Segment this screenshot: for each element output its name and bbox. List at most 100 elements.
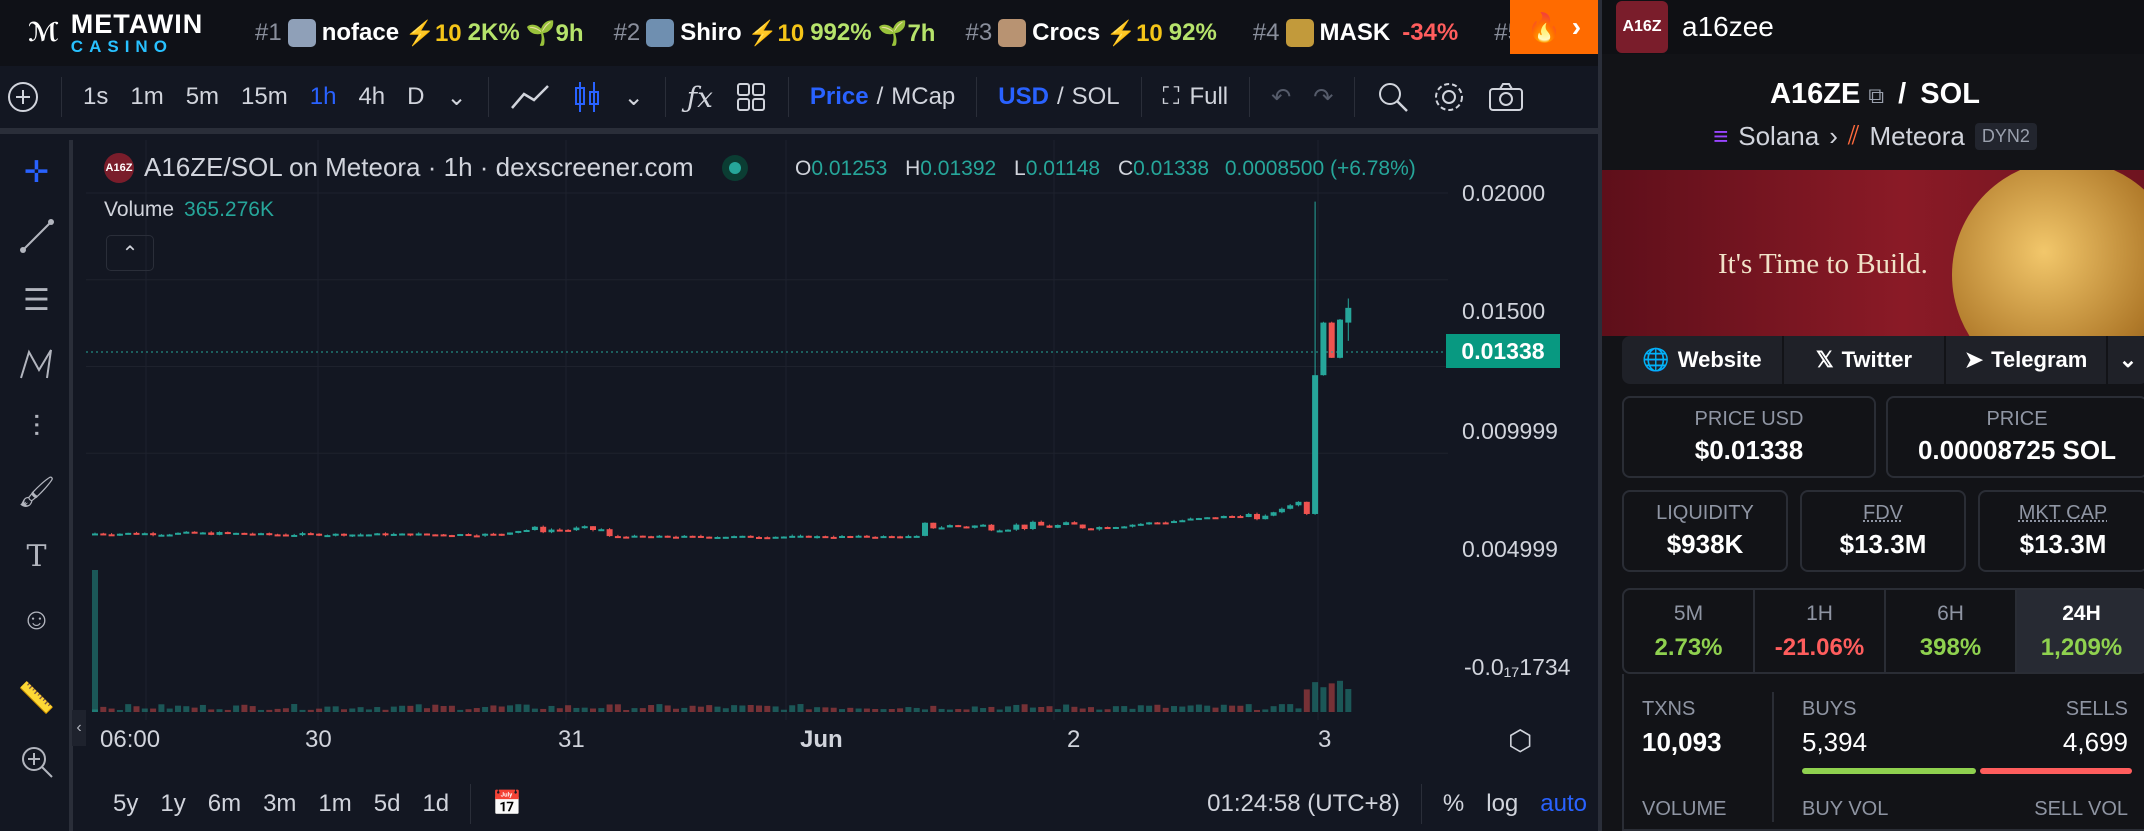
settings-button[interactable] bbox=[1421, 80, 1477, 114]
solana-icon: ≡ bbox=[1713, 120, 1729, 151]
copy-icon[interactable]: ⧉ bbox=[1868, 83, 1885, 108]
candle-body bbox=[656, 535, 663, 538]
chevron-down-icon: ⌄ bbox=[2118, 347, 2138, 372]
interval-15m[interactable]: 15m bbox=[241, 83, 288, 110]
candle-body bbox=[332, 533, 339, 536]
candle-body bbox=[316, 533, 323, 536]
collapse-toolbar-handle[interactable]: ‹ bbox=[72, 710, 86, 746]
volume-bar bbox=[656, 704, 663, 712]
mcap-toggle-label[interactable]: MCap bbox=[891, 83, 956, 110]
interval-1s[interactable]: 1s bbox=[83, 83, 109, 110]
interval-1h[interactable]: 1h bbox=[309, 83, 337, 110]
calendar-arrow-icon: 📅 bbox=[492, 790, 523, 817]
price-mcap-toggle[interactable]: Price / MCap bbox=[799, 83, 966, 111]
text-tool[interactable]: T bbox=[0, 524, 73, 588]
x-axis-label: Jun bbox=[800, 726, 843, 753]
range-1m[interactable]: 1m bbox=[318, 789, 352, 817]
sol-toggle-label[interactable]: SOL bbox=[1071, 83, 1120, 110]
trend-line-tool[interactable] bbox=[0, 204, 73, 268]
timeframe-5m[interactable]: 5M 2.73% bbox=[1624, 590, 1755, 672]
volume-bar bbox=[1254, 709, 1260, 712]
range-5y[interactable]: 5y bbox=[113, 789, 139, 817]
interval-1m[interactable]: 1m bbox=[130, 83, 164, 110]
chart-type-dropdown[interactable]: ⌄ bbox=[613, 83, 655, 112]
fib-tool[interactable]: ☰ bbox=[0, 268, 73, 332]
axis-settings-button[interactable]: ⬡ bbox=[1508, 724, 1532, 757]
interval-D[interactable]: D bbox=[407, 83, 425, 110]
crosshair-tool[interactable]: ✛ bbox=[0, 140, 73, 204]
price-toggle-label[interactable]: Price bbox=[809, 83, 869, 110]
interval-5m[interactable]: 5m bbox=[185, 83, 220, 110]
measure-tool[interactable]: 📏 bbox=[0, 666, 73, 730]
fullscreen-button[interactable]: ⛶ Full bbox=[1152, 83, 1239, 111]
volume-bar bbox=[1245, 704, 1252, 712]
trending-fire-button[interactable]: 🔥 › bbox=[1510, 0, 1598, 54]
search-icon bbox=[1379, 83, 1409, 112]
timeframe-6h[interactable]: 6H 398% bbox=[1886, 590, 2017, 672]
usd-toggle-label[interactable]: USD bbox=[998, 83, 1049, 110]
ticker-item[interactable]: #4 MASK -34% bbox=[1253, 19, 1464, 47]
y-axis-label: -0.0₁₇1734 bbox=[1464, 654, 1571, 680]
dex-name[interactable]: Meteora bbox=[1869, 120, 1965, 151]
clock-timezone[interactable]: 01:24:58 (UTC+8) bbox=[1207, 789, 1400, 817]
interval-4h[interactable]: 4h bbox=[358, 83, 386, 110]
timeframe-1h[interactable]: 1H -21.06% bbox=[1755, 590, 1886, 672]
more-links-dropdown[interactable]: ⌄ bbox=[2108, 336, 2144, 384]
ticker-item[interactable]: #3 Crocs ⚡10 92% bbox=[965, 19, 1222, 48]
candle-body bbox=[141, 533, 148, 536]
candle-body bbox=[905, 536, 912, 539]
ticker-item[interactable]: #1 noface ⚡10 2K% 🌱9h bbox=[255, 19, 584, 48]
percent-scale-toggle[interactable]: % bbox=[1442, 789, 1465, 817]
redo-button[interactable]: ↷ bbox=[1302, 83, 1344, 112]
sell-volume-label: SELL VOL bbox=[2034, 798, 2128, 820]
volume-bar bbox=[548, 705, 555, 712]
volume-bar bbox=[390, 706, 397, 712]
candle-body bbox=[241, 532, 248, 535]
volume-bar bbox=[133, 706, 140, 712]
range-3m[interactable]: 3m bbox=[263, 789, 297, 817]
volume-bar bbox=[166, 708, 173, 712]
indicators-button[interactable]: ƒx bbox=[676, 81, 724, 114]
sells-block: SELLS 4,699 bbox=[2063, 698, 2128, 758]
range-6m[interactable]: 6m bbox=[207, 789, 242, 817]
range-1y[interactable]: 1y bbox=[160, 789, 186, 817]
volume-bar bbox=[681, 707, 688, 712]
range-1d[interactable]: 1d bbox=[422, 789, 450, 817]
pattern-tool[interactable] bbox=[0, 332, 73, 396]
emoji-tool[interactable]: ☺ bbox=[0, 588, 73, 652]
timeframe-24h[interactable]: 24H 1,209% bbox=[2017, 590, 2144, 672]
candle-body bbox=[1121, 526, 1128, 529]
log-scale-toggle[interactable]: log bbox=[1486, 789, 1519, 817]
screenshot-button[interactable] bbox=[1477, 82, 1535, 112]
volume-bar bbox=[1278, 704, 1285, 712]
quick-search-button[interactable] bbox=[1365, 80, 1421, 114]
zoom-in-tool[interactable] bbox=[0, 730, 73, 794]
layouts-button[interactable] bbox=[724, 81, 778, 113]
volume-bar bbox=[515, 704, 522, 712]
twitter-link[interactable]: 𝕏 Twitter bbox=[1784, 336, 1946, 384]
brush-tool[interactable]: 🖌 bbox=[0, 460, 73, 524]
line-chart-type-button[interactable] bbox=[499, 82, 561, 112]
website-link[interactable]: 🌐 Website bbox=[1622, 336, 1784, 384]
volume-bar bbox=[1013, 704, 1020, 712]
price-chart[interactable] bbox=[86, 140, 1598, 720]
ticker-item[interactable]: #2 Shiro ⚡10 992% 🌱7h bbox=[614, 19, 935, 48]
metawin-logo[interactable]: ℳ METAWIN CASINO bbox=[0, 11, 255, 56]
add-symbol-button[interactable] bbox=[0, 80, 51, 114]
collapse-legend-button[interactable]: ⌃ bbox=[106, 235, 154, 271]
volume-bar bbox=[507, 705, 513, 712]
prediction-tool[interactable]: ⫶ bbox=[0, 396, 73, 460]
candle-body bbox=[697, 535, 704, 538]
liquidity-label: LIQUIDITY bbox=[1656, 502, 1754, 524]
interval-dropdown-button[interactable]: ⌄ bbox=[435, 83, 477, 112]
volume-bar bbox=[208, 709, 215, 712]
telegram-link[interactable]: ➤ Telegram bbox=[1946, 336, 2108, 384]
undo-button[interactable]: ↶ bbox=[1260, 83, 1302, 112]
candles-chart-type-button[interactable] bbox=[561, 80, 613, 114]
volume-bar bbox=[780, 709, 787, 712]
auto-scale-toggle[interactable]: auto bbox=[1540, 789, 1587, 817]
range-5d[interactable]: 5d bbox=[373, 789, 401, 817]
goto-date-button[interactable]: 📅 bbox=[481, 789, 533, 818]
usd-sol-toggle[interactable]: USD / SOL bbox=[987, 83, 1130, 111]
chain-name[interactable]: Solana bbox=[1738, 120, 1820, 151]
